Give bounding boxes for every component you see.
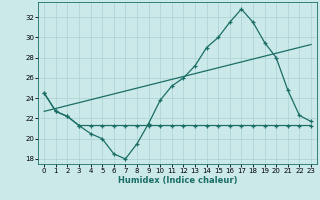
- X-axis label: Humidex (Indice chaleur): Humidex (Indice chaleur): [118, 176, 237, 185]
